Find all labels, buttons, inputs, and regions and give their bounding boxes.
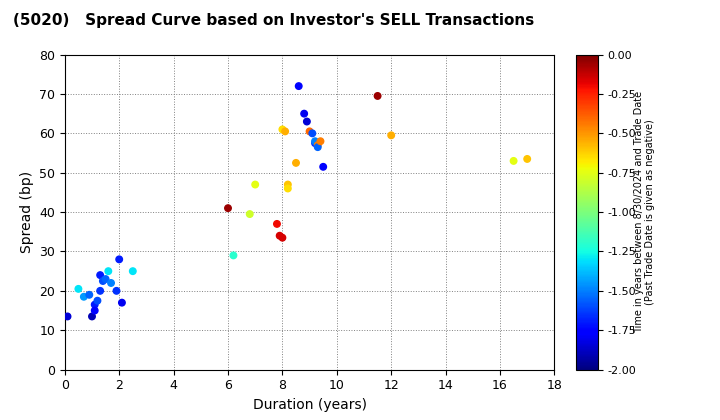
- Point: [521, 155, 533, 162]
- Point: [310, 138, 321, 144]
- Point: [310, 140, 321, 147]
- Y-axis label: Spread (bp): Spread (bp): [19, 171, 34, 253]
- Point: [97, 278, 109, 284]
- Point: [279, 128, 291, 135]
- Point: [372, 92, 383, 99]
- Text: (5020)   Spread Curve based on Investor's SELL Transactions: (5020) Spread Curve based on Investor's …: [13, 13, 534, 28]
- Point: [276, 126, 288, 133]
- Point: [105, 280, 117, 286]
- Point: [271, 220, 283, 227]
- Point: [62, 313, 73, 320]
- Point: [114, 256, 125, 263]
- Point: [385, 132, 397, 139]
- Point: [89, 301, 101, 308]
- X-axis label: Duration (years): Duration (years): [253, 398, 366, 412]
- Point: [307, 130, 318, 137]
- Point: [91, 297, 103, 304]
- Point: [102, 268, 114, 275]
- Point: [244, 211, 256, 218]
- Point: [86, 313, 98, 320]
- Point: [301, 118, 312, 125]
- Point: [274, 232, 285, 239]
- Point: [228, 252, 239, 259]
- Point: [312, 142, 323, 149]
- Point: [282, 185, 294, 192]
- Point: [73, 286, 84, 292]
- Point: [111, 287, 122, 294]
- Point: [89, 307, 101, 314]
- Point: [78, 294, 89, 300]
- Point: [298, 110, 310, 117]
- Point: [94, 287, 106, 294]
- Point: [222, 205, 234, 212]
- Point: [100, 276, 112, 282]
- Point: [84, 291, 95, 298]
- Point: [94, 272, 106, 278]
- Point: [127, 268, 138, 275]
- Point: [312, 144, 323, 150]
- Point: [304, 128, 315, 135]
- Y-axis label: Time in years between 8/30/2024 and Trade Date
(Past Trade Date is given as nega: Time in years between 8/30/2024 and Trad…: [634, 91, 655, 333]
- Point: [290, 160, 302, 166]
- Point: [276, 234, 288, 241]
- Point: [318, 163, 329, 170]
- Point: [249, 181, 261, 188]
- Point: [116, 299, 127, 306]
- Point: [315, 138, 326, 144]
- Point: [293, 83, 305, 89]
- Point: [282, 181, 294, 188]
- Point: [508, 158, 519, 164]
